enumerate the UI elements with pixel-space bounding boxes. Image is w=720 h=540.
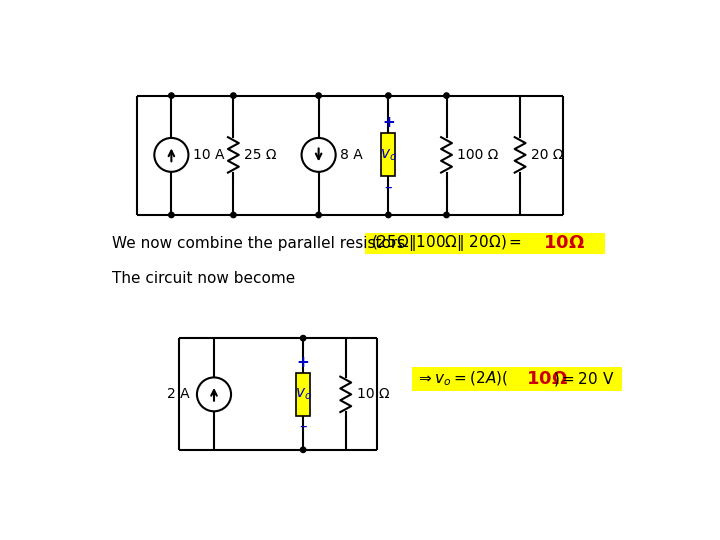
Text: We now combine the parallel resistors: We now combine the parallel resistors bbox=[112, 236, 405, 251]
Circle shape bbox=[316, 212, 321, 218]
Bar bbox=[382, 133, 395, 177]
Bar bbox=[412, 367, 622, 390]
Text: $\mathbf{10\Omega}$: $\mathbf{10\Omega}$ bbox=[526, 370, 568, 388]
Circle shape bbox=[316, 93, 321, 98]
Bar bbox=[296, 373, 310, 416]
Text: $v_o$: $v_o$ bbox=[380, 147, 397, 163]
Circle shape bbox=[386, 93, 391, 98]
Text: +: + bbox=[382, 115, 395, 130]
Circle shape bbox=[444, 212, 449, 218]
Circle shape bbox=[168, 93, 174, 98]
Circle shape bbox=[386, 212, 391, 218]
Text: $(25\Omega\|100\Omega\|\ 20\Omega) = $: $(25\Omega\|100\Omega\|\ 20\Omega) = $ bbox=[372, 233, 523, 253]
Text: 10 A: 10 A bbox=[193, 148, 225, 162]
Text: 20 Ω: 20 Ω bbox=[531, 148, 564, 162]
Text: $) = 20\ \mathrm{V}$: $) = 20\ \mathrm{V}$ bbox=[554, 370, 615, 388]
Circle shape bbox=[230, 93, 236, 98]
Text: 25 Ω: 25 Ω bbox=[244, 148, 276, 162]
Circle shape bbox=[444, 93, 449, 98]
Text: 8 A: 8 A bbox=[341, 148, 363, 162]
Text: $\mathbf{10\Omega}$: $\mathbf{10\Omega}$ bbox=[544, 234, 585, 252]
Text: –: – bbox=[300, 419, 307, 434]
Text: $\Rightarrow v_o = (2A)($: $\Rightarrow v_o = (2A)($ bbox=[416, 370, 508, 388]
Text: 10 Ω: 10 Ω bbox=[356, 387, 390, 401]
Text: 2 A: 2 A bbox=[166, 387, 189, 401]
Text: +: + bbox=[297, 355, 310, 370]
Text: $v_o$: $v_o$ bbox=[294, 387, 312, 402]
Bar bbox=[365, 233, 606, 254]
Circle shape bbox=[300, 447, 306, 453]
Circle shape bbox=[300, 335, 306, 341]
Circle shape bbox=[230, 212, 236, 218]
Circle shape bbox=[168, 212, 174, 218]
Text: –: – bbox=[384, 179, 392, 194]
Text: The circuit now become: The circuit now become bbox=[112, 272, 295, 286]
Text: 100 Ω: 100 Ω bbox=[457, 148, 499, 162]
